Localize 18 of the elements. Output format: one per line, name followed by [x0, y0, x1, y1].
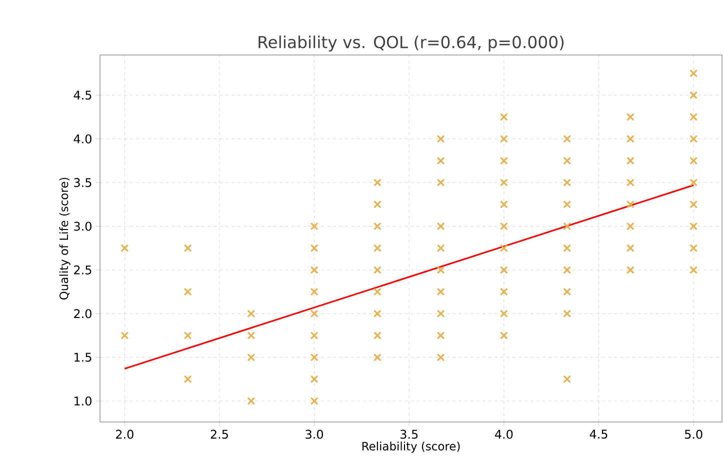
x-tick-label: 3.5 [400, 430, 418, 439]
y-tick-label: 2.5 [74, 265, 92, 274]
y-tick-label: 1.5 [74, 352, 92, 362]
chart-title: Reliability vs. QOL (r=0.64, p=0.000) [258, 36, 564, 52]
x-tick-label: 4.0 [495, 430, 513, 439]
y-tick-label: 3.5 [74, 178, 92, 188]
y-tick-label: 4.0 [74, 134, 92, 144]
y-tick-label: 1.0 [74, 396, 92, 406]
x-tick-label: 2.0 [116, 430, 134, 439]
y-tick-label: 2.0 [74, 309, 92, 318]
x-tick-label: 5.0 [684, 430, 702, 439]
x-tick-label: 3.0 [306, 430, 324, 439]
y-tick-label: 4.5 [74, 90, 92, 100]
x-tick-label: 4.5 [590, 430, 608, 439]
x-tick-label: 2.5 [210, 430, 228, 439]
x-axis-title: Reliability (score) [362, 442, 460, 453]
y-tick-label: 3.0 [74, 222, 92, 231]
y-axis-title: Quality of Life (score) [59, 178, 70, 300]
